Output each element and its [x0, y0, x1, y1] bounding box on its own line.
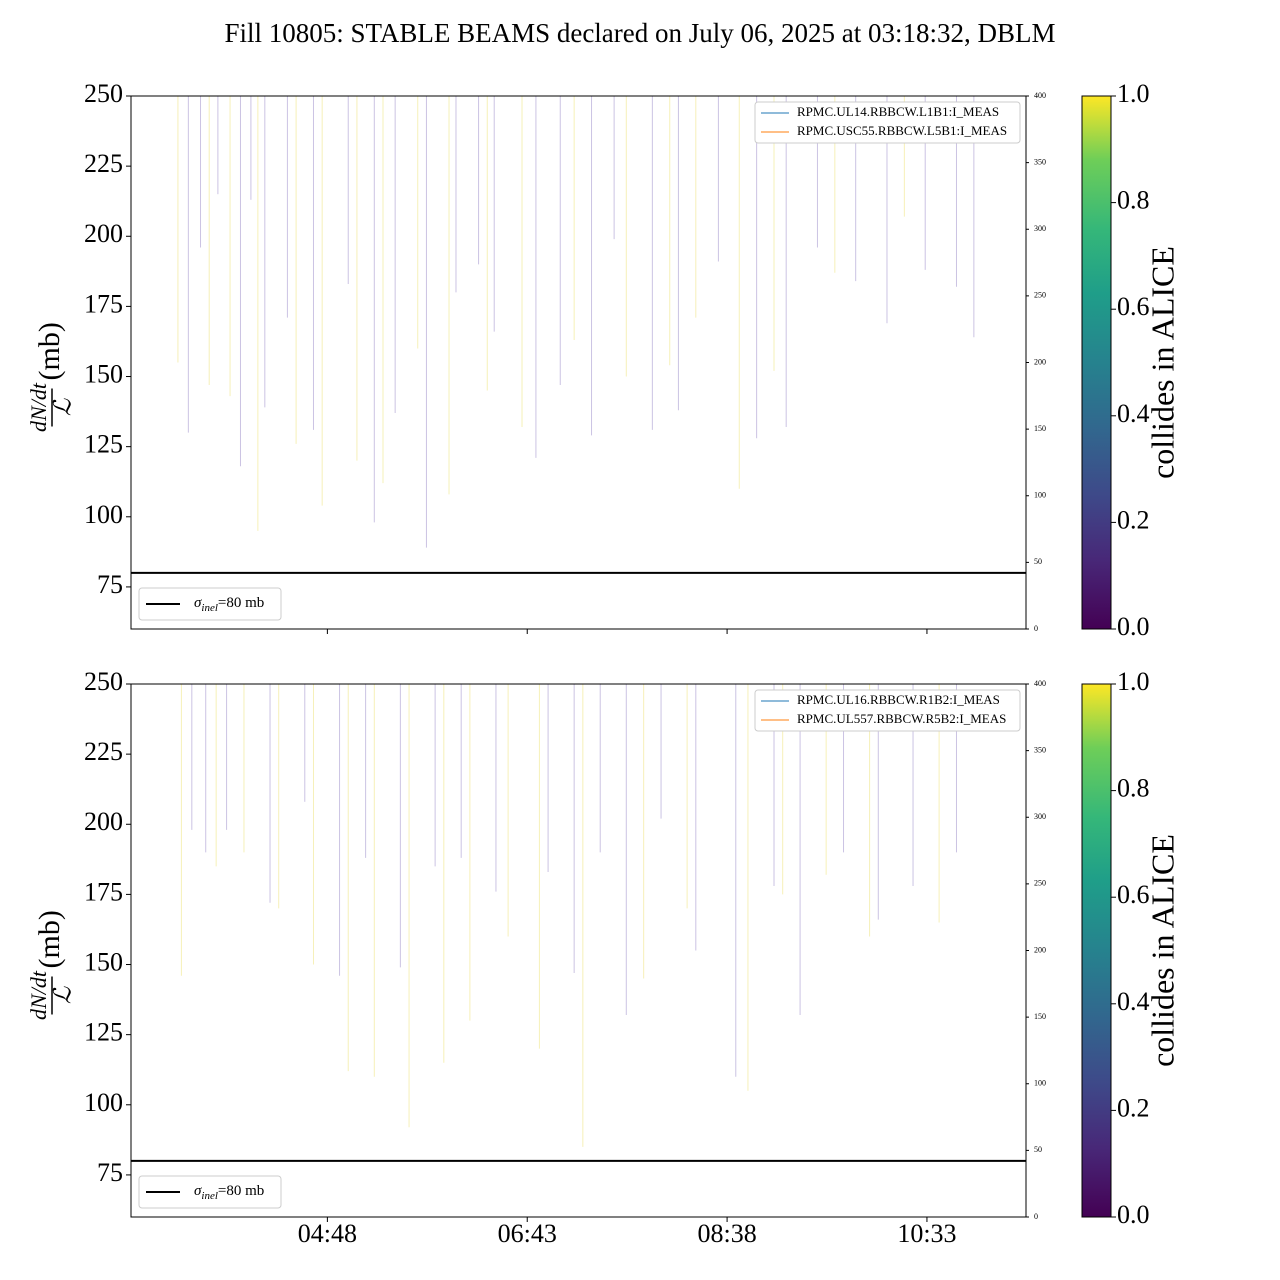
- x-tick-label: 06:43: [498, 1219, 557, 1248]
- colorbar-tick-label: 0.2: [1117, 505, 1150, 534]
- legend-label: σinel=80 mb: [194, 595, 264, 613]
- y-tick-label: 75: [97, 570, 123, 599]
- axes-frame: [130, 683, 1027, 1218]
- y-label-unit: (mb): [33, 322, 66, 380]
- y2-tick-label: 150: [1034, 1012, 1046, 1021]
- y2-tick-label: 250: [1034, 879, 1046, 888]
- y2-tick-label: 300: [1034, 812, 1046, 821]
- y2-tick-label: 50: [1034, 1145, 1042, 1154]
- sigma: σ: [194, 1183, 202, 1199]
- colorbar-label: collides in ALICE: [1144, 834, 1180, 1067]
- y-tick-label: 100: [84, 500, 123, 529]
- legend-box: [754, 689, 1021, 732]
- y-label-numerator: dN/dt: [26, 970, 51, 1020]
- colorbar-tick-label: 1.0: [1117, 667, 1150, 696]
- sigma-subscript: inel: [201, 1190, 218, 1202]
- legend-text: =80 mb: [218, 1183, 264, 1199]
- figure-title: Fill 10805: STABLE BEAMS declared on Jul…: [224, 18, 1055, 48]
- colorbar-tick-label: 0.8: [1117, 186, 1150, 215]
- y-tick-label: 250: [84, 667, 123, 696]
- y-label-unit: (mb): [33, 910, 66, 968]
- y-tick-label: 200: [84, 219, 123, 248]
- y2-tick-label: 250: [1034, 291, 1046, 300]
- x-tick-label: 04:48: [298, 1219, 357, 1248]
- legend-text: =80 mb: [218, 595, 264, 611]
- y-tick-label: 75: [97, 1158, 123, 1187]
- y-tick-label: 150: [84, 947, 123, 976]
- y2-tick-label: 200: [1034, 945, 1046, 954]
- y-tick-label: 100: [84, 1088, 123, 1117]
- y-tick-label: 225: [84, 737, 123, 766]
- y-tick-label: 200: [84, 807, 123, 836]
- legend-label: RPMC.USC55.RBBCW.L5B1:I_MEAS: [797, 123, 1007, 138]
- colorbar-tick-label: 0.4: [1117, 399, 1150, 428]
- sigma-subscript: inel: [201, 602, 218, 614]
- legend-label: σinel=80 mb: [194, 1183, 264, 1201]
- legend-label: RPMC.UL14.RBBCW.L1B1:I_MEAS: [797, 104, 999, 119]
- colorbar-tick-label: 0.8: [1117, 774, 1150, 803]
- y-tick-label: 125: [84, 430, 123, 459]
- y2-tick-label: 150: [1034, 424, 1046, 433]
- y2-tick-label: 400: [1034, 91, 1046, 100]
- y2-tick-label: 100: [1034, 491, 1046, 500]
- colorbar-tick-label: 0.6: [1117, 880, 1150, 909]
- y2-tick-label: 100: [1034, 1079, 1046, 1088]
- legend-box: [138, 1175, 282, 1209]
- x-tick-label: 08:38: [697, 1219, 756, 1248]
- y-tick-label: 125: [84, 1018, 123, 1047]
- y2-tick-label: 400: [1034, 679, 1046, 688]
- legend-label: RPMC.UL557.RBBCW.R5B2:I_MEAS: [797, 711, 1006, 726]
- colorbar-tick-label: 0.4: [1117, 987, 1150, 1016]
- colorbar-tick-label: 0.2: [1117, 1093, 1150, 1122]
- legend-box: [138, 587, 282, 621]
- y2-tick-label: 300: [1034, 224, 1046, 233]
- colorbar-tick-label: 1.0: [1117, 79, 1150, 108]
- colorbar: [1081, 95, 1112, 630]
- y-label-denominator: ℒ: [51, 986, 77, 1004]
- y2-tick-label: 350: [1034, 157, 1046, 166]
- x-tick-label: 10:33: [897, 1219, 956, 1248]
- y-tick-label: 175: [84, 877, 123, 906]
- colorbar-tick-label: 0.0: [1117, 612, 1150, 641]
- colorbar: [1081, 683, 1112, 1218]
- y-axis-label: dN/dt ℒ (mb): [26, 322, 76, 432]
- sigma: σ: [194, 595, 202, 611]
- y-label-numerator: dN/dt: [26, 382, 51, 432]
- y2-tick-label: 50: [1034, 557, 1042, 566]
- y-axis-label: dN/dt ℒ (mb): [26, 910, 76, 1020]
- colorbar-label: collides in ALICE: [1144, 246, 1180, 479]
- y2-tick-label: 350: [1034, 745, 1046, 754]
- y2-tick-label: 0: [1034, 1212, 1038, 1221]
- y-tick-label: 175: [84, 289, 123, 318]
- colorbar-tick-label: 0.0: [1117, 1200, 1150, 1229]
- y-tick-label: 150: [84, 359, 123, 388]
- y-tick-label: 225: [84, 149, 123, 178]
- y2-tick-label: 200: [1034, 357, 1046, 366]
- y2-tick-label: 0: [1034, 624, 1038, 633]
- legend-box: [754, 101, 1021, 144]
- colorbar-tick-label: 0.6: [1117, 292, 1150, 321]
- y-tick-label: 250: [84, 79, 123, 108]
- y-label-denominator: ℒ: [51, 398, 77, 416]
- legend-label: RPMC.UL16.RBBCW.R1B2:I_MEAS: [797, 692, 1000, 707]
